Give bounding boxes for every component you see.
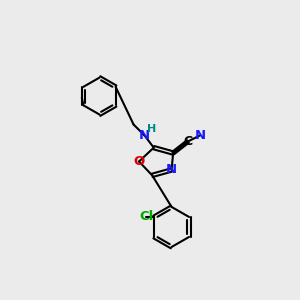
Text: Cl: Cl [139, 211, 154, 224]
Text: O: O [134, 155, 145, 168]
Text: H: H [147, 124, 156, 134]
Text: N: N [166, 164, 177, 176]
Text: N: N [139, 129, 150, 142]
Text: N: N [195, 129, 206, 142]
Text: C: C [183, 135, 192, 148]
